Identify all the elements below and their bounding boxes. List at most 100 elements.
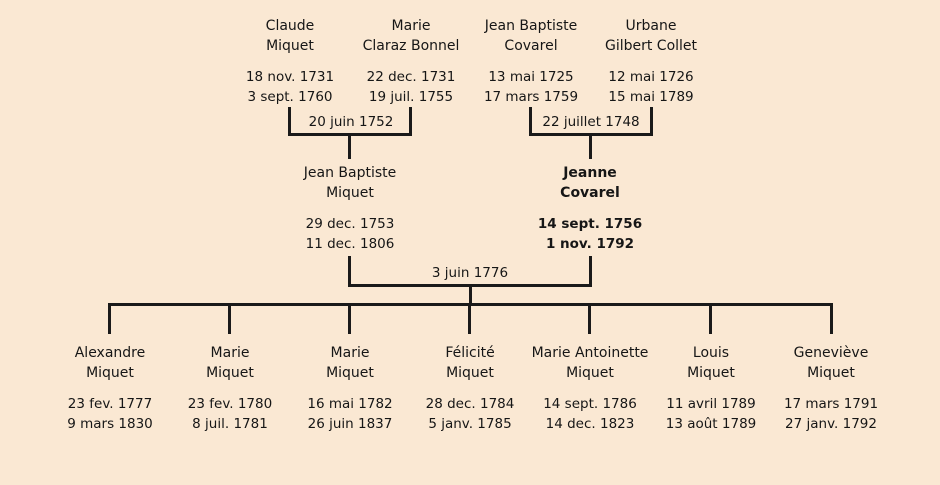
given-name: Marie: [391, 18, 431, 34]
death-date: 14 dec. 1823: [545, 416, 635, 432]
birth-date: 18 nov. 1731: [245, 69, 335, 85]
connector-line: [830, 303, 833, 334]
person-jean-baptiste-covarel: Jean Baptiste Covarel 13 mai 1725 17 mar…: [484, 16, 578, 107]
person-alexandre-miquet: Alexandre Miquet 23 fev. 1777 9 mars 183…: [67, 343, 153, 434]
connector-line: [288, 133, 412, 136]
connector-line: [589, 256, 592, 287]
person-felicite-miquet: Félicité Miquet 28 dec. 1784 5 janv. 178…: [426, 343, 515, 434]
connector-line: [348, 284, 592, 287]
given-name: Louis: [692, 345, 730, 361]
death-date: 5 janv. 1785: [428, 416, 512, 432]
given-name: Marie Antoinette: [531, 345, 649, 361]
connector-line: [348, 303, 351, 334]
death-date: 26 juin 1837: [307, 416, 393, 432]
connector-line: [348, 256, 351, 287]
connector-line: [588, 303, 591, 334]
surname: Miquet: [446, 365, 494, 381]
person-dates: 23 fev. 1780 8 juil. 1781: [188, 394, 272, 434]
person-name: Claude Miquet: [246, 16, 334, 56]
death-date: 15 mai 1789: [608, 89, 694, 105]
marriage-date-covarel-collet: 22 juillet 1748: [542, 114, 640, 130]
connector-line: [288, 107, 291, 136]
person-name: Alexandre Miquet: [67, 343, 153, 383]
connector-line: [529, 107, 532, 136]
given-name: Jean Baptiste: [303, 165, 397, 181]
surname: Miquet: [687, 365, 735, 381]
person-name: Geneviève Miquet: [784, 343, 878, 383]
given-name: Marie: [330, 345, 370, 361]
surname: Claraz Bonnel: [362, 38, 460, 54]
death-date: 19 juil. 1755: [368, 89, 454, 105]
person-dates: 28 dec. 1784 5 janv. 1785: [426, 394, 515, 434]
death-date: 3 sept. 1760: [247, 89, 333, 105]
connector-line: [409, 107, 412, 136]
person-name: Jean Baptiste Covarel: [484, 16, 578, 56]
surname: Miquet: [326, 365, 374, 381]
person-dates: 17 mars 1791 27 janv. 1792: [784, 394, 878, 434]
connector-line: [468, 303, 471, 334]
given-name: Félicité: [445, 345, 495, 361]
surname: Covarel: [560, 185, 620, 201]
person-marie-miquet-2: Marie Miquet 16 mai 1782 26 juin 1837: [307, 343, 392, 434]
person-name: Jeanne Covarel: [538, 163, 642, 203]
given-name: Urbane: [625, 18, 677, 34]
surname: Gilbert Collet: [604, 38, 698, 54]
death-date: 17 mars 1759: [483, 89, 579, 105]
surname: Miquet: [566, 365, 614, 381]
marriage-date-claude-marie: 20 juin 1752: [308, 114, 394, 130]
birth-date: 22 dec. 1731: [366, 69, 456, 85]
person-jean-baptiste-miquet: Jean Baptiste Miquet 29 dec. 1753 11 dec…: [304, 163, 397, 254]
person-name: Louis Miquet: [666, 343, 757, 383]
person-dates: 16 mai 1782 26 juin 1837: [307, 394, 392, 434]
person-louis-miquet: Louis Miquet 11 avril 1789 13 août 1789: [666, 343, 757, 434]
connector-line: [469, 287, 472, 304]
person-jeanne-covarel: Jeanne Covarel 14 sept. 1756 1 nov. 1792: [538, 163, 642, 254]
person-dates: 22 dec. 1731 19 juil. 1755: [363, 67, 460, 107]
birth-date: 16 mai 1782: [307, 396, 393, 412]
person-dates: 14 sept. 1786 14 dec. 1823: [532, 394, 649, 434]
connector-line: [228, 303, 231, 334]
person-name: Marie Miquet: [188, 343, 272, 383]
given-name: Marie: [210, 345, 250, 361]
death-date: 1 nov. 1792: [545, 236, 635, 252]
connector-line: [650, 107, 653, 136]
death-date: 11 dec. 1806: [305, 236, 395, 252]
person-name: Marie Antoinette Miquet: [532, 343, 649, 383]
connector-line: [108, 303, 111, 334]
connector-line: [348, 136, 351, 159]
birth-date: 17 mars 1791: [783, 396, 879, 412]
person-marie-antoinette-miquet: Marie Antoinette Miquet 14 sept. 1786 14…: [532, 343, 649, 434]
surname: Miquet: [807, 365, 855, 381]
given-name: Jean Baptiste: [484, 18, 578, 34]
surname: Miquet: [86, 365, 134, 381]
given-name: Claude: [265, 18, 315, 34]
surname: Covarel: [504, 38, 558, 54]
person-dates: 14 sept. 1756 1 nov. 1792: [538, 214, 642, 254]
given-name: Alexandre: [74, 345, 146, 361]
death-date: 13 août 1789: [665, 416, 757, 432]
person-name: Marie Claraz Bonnel: [363, 16, 460, 56]
person-genevieve-miquet: Geneviève Miquet 17 mars 1791 27 janv. 1…: [784, 343, 878, 434]
connector-line: [529, 133, 653, 136]
person-marie-miquet-1: Marie Miquet 23 fev. 1780 8 juil. 1781: [188, 343, 272, 434]
person-dates: 23 fev. 1777 9 mars 1830: [67, 394, 153, 434]
person-name: Marie Miquet: [307, 343, 392, 383]
surname: Miquet: [326, 185, 374, 201]
connector-line: [709, 303, 712, 334]
surname: Miquet: [206, 365, 254, 381]
birth-date: 11 avril 1789: [666, 396, 756, 412]
given-name: Jeanne: [563, 165, 617, 181]
death-date: 9 mars 1830: [67, 416, 153, 432]
death-date: 8 juil. 1781: [192, 416, 268, 432]
birth-date: 23 fev. 1780: [187, 396, 273, 412]
person-urbane-gilbert-collet: Urbane Gilbert Collet 12 mai 1726 15 mai…: [605, 16, 697, 107]
connector-line: [589, 136, 592, 159]
person-name: Urbane Gilbert Collet: [605, 16, 697, 56]
birth-date: 14 sept. 1756: [537, 216, 643, 232]
birth-date: 13 mai 1725: [488, 69, 574, 85]
birth-date: 14 sept. 1786: [543, 396, 637, 412]
person-dates: 11 avril 1789 13 août 1789: [666, 394, 757, 434]
person-dates: 12 mai 1726 15 mai 1789: [605, 67, 697, 107]
death-date: 27 janv. 1792: [785, 416, 877, 432]
